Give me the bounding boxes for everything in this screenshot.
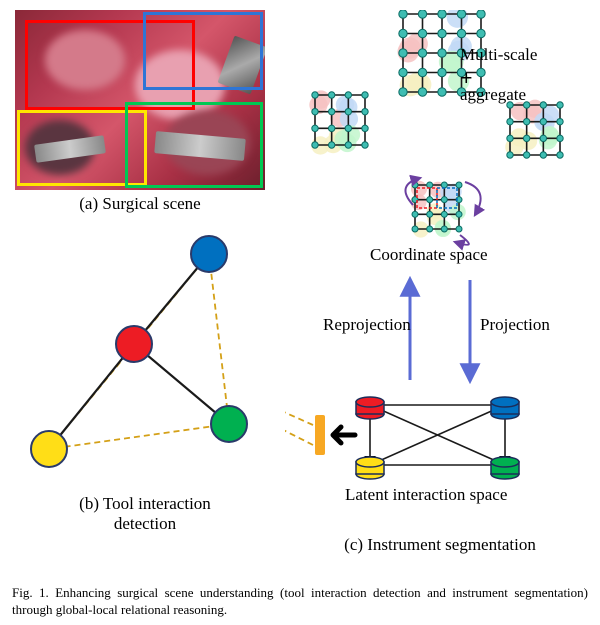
graph-node: [190, 235, 228, 273]
panel-c: Multi-scale aggregate + Coordinate space…: [285, 10, 595, 555]
projection-label: Projection: [480, 315, 550, 335]
reprojection-label: Reprojection: [323, 315, 411, 335]
figure-caption: Fig. 1. Enhancing surgical scene underst…: [12, 584, 588, 619]
graph-node: [210, 405, 248, 443]
panel-a: (a) Surgical scene: [15, 10, 265, 214]
graph-node: [115, 325, 153, 363]
bbox: [125, 102, 263, 188]
multiscale-label: Multi-scale: [460, 45, 537, 65]
bbox: [143, 12, 263, 90]
surgical-scene-image: [15, 10, 265, 190]
coord-space-label: Coordinate space: [370, 245, 488, 265]
panel-a-label: (a) Surgical scene: [15, 194, 265, 214]
tool-interaction-graph: [15, 230, 275, 490]
panel-b: (b) Tool interaction detection: [15, 230, 275, 540]
panel-c-label: (c) Instrument segmentation: [285, 535, 595, 555]
plus-icon: +: [460, 65, 473, 91]
graph-node: [30, 430, 68, 468]
panel-b-label: (b) Tool interaction detection: [15, 494, 275, 535]
latent-space-label: Latent interaction space: [345, 485, 507, 505]
figure-1: (a) Surgical scene: [10, 5, 590, 565]
